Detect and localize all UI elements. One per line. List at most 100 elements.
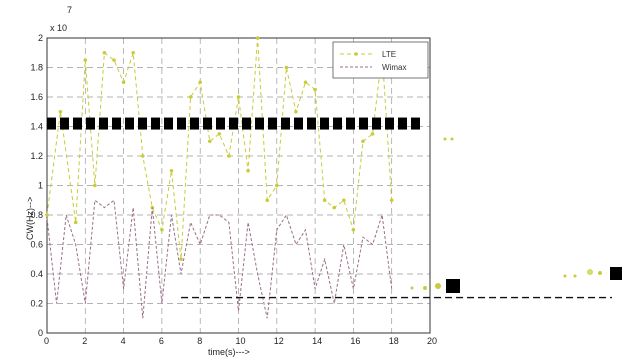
trailing-block <box>610 267 622 280</box>
overlay-bar-segment <box>216 117 225 130</box>
data-point-lte <box>370 132 375 136</box>
overlay-bar-segment <box>164 117 173 130</box>
overlay-layer <box>47 117 612 299</box>
overlay-bar-segment <box>138 117 147 130</box>
data-point-lte <box>198 80 202 85</box>
y-tick-label: 0 <box>38 328 43 338</box>
x-tick-label: 14 <box>312 336 322 346</box>
x-tick-label: 18 <box>389 336 399 346</box>
overlay-bar-segment <box>268 117 277 130</box>
data-point-lte <box>160 227 164 232</box>
y-tick-label: 1.2 <box>30 151 43 161</box>
legend-box <box>332 41 429 79</box>
overlay-bar-segment <box>359 117 368 130</box>
data-point-lte <box>207 139 212 144</box>
overlay-bar-segment <box>177 117 186 130</box>
data-point-lte <box>361 139 365 144</box>
x-tick-label: 10 <box>236 336 246 346</box>
data-point-lte <box>227 154 231 158</box>
y-tick-label: 0.4 <box>30 269 43 279</box>
exponent-label: x 10 <box>50 23 67 33</box>
y-axis-label: CW(Hz)--> <box>25 197 35 240</box>
series-layer <box>45 36 394 319</box>
axes <box>46 37 431 334</box>
data-point-lte <box>342 198 346 203</box>
data-point-lte <box>188 95 193 99</box>
legend-lte-marker <box>354 52 358 56</box>
x-tick-label: 8 <box>197 336 202 346</box>
trailing-markers <box>410 137 622 293</box>
data-point-lte <box>389 198 394 203</box>
overlay-bar-segment <box>307 117 316 130</box>
legend-lte-label: LTE <box>382 50 396 59</box>
y-tick-label: 1.8 <box>30 63 43 73</box>
data-point-lte <box>332 205 337 210</box>
overlay-bar-segment <box>411 117 420 130</box>
trailing-dot <box>443 137 447 141</box>
overlay-bar-segment <box>255 117 264 130</box>
overlay-bar-segment <box>190 117 199 130</box>
x-tick-label: 12 <box>274 336 284 346</box>
data-point-lte <box>112 58 116 62</box>
data-point-lte <box>93 183 97 188</box>
data-point-lte <box>58 109 63 114</box>
y-tick-label: 0.8 <box>30 210 43 220</box>
y-tick-label: 2 <box>38 33 43 43</box>
overlay-bar-segment <box>47 117 56 130</box>
trailing-dot <box>450 137 454 141</box>
data-point-lte <box>275 183 279 188</box>
legend: LTE Wimax <box>332 41 429 79</box>
overlay-bar-segment <box>242 117 251 130</box>
data-point-lte <box>83 58 88 62</box>
data-point-lte <box>246 168 250 173</box>
tick-labels: 0 2 4 6 8 10 12 14 16 18 20 0 0.2 0.4 0.6 0.8 1 1.2 1.4 1.6… <box>30 33 437 346</box>
y-tick-label: 1.4 <box>30 122 43 132</box>
data-point-lte <box>140 154 145 158</box>
overlay-bar-segment <box>60 117 69 130</box>
x-tick-label: 16 <box>350 336 360 346</box>
overlay-bar-segment <box>73 117 82 130</box>
y-tick-label: 0.2 <box>30 299 43 309</box>
overlay-bar-segment <box>281 117 290 130</box>
y-tick-label: 0.6 <box>30 240 43 250</box>
y-tick-label: 1.6 <box>30 92 43 102</box>
data-point-lte <box>236 95 241 99</box>
plot-frame <box>46 37 431 334</box>
trailing-dot <box>435 283 441 289</box>
x-tick-label: 0 <box>44 336 49 346</box>
overlay-bar-segment <box>99 117 108 130</box>
overlay-bar-segment <box>372 117 381 130</box>
data-point-lte <box>73 220 78 225</box>
trailing-dot <box>563 274 567 278</box>
series-line-wimax <box>46 199 393 319</box>
overlay-bar-segment <box>125 117 134 130</box>
exponent-power: 7 <box>67 5 72 15</box>
x-tick-label: 4 <box>121 336 126 346</box>
data-point-lte <box>121 80 126 85</box>
data-point-lte <box>131 50 135 55</box>
data-point-lte <box>217 132 222 136</box>
overlay-bar-segment <box>333 117 342 130</box>
data-point-lte <box>102 50 107 55</box>
trailing-dot <box>423 286 427 290</box>
overlay-bar-segment <box>346 117 355 130</box>
data-point-lte <box>284 65 289 70</box>
data-point-lte <box>265 198 270 203</box>
trailing-dot <box>598 271 602 275</box>
legend-wimax-label: Wimax <box>382 63 406 72</box>
x-tick-label: 20 <box>427 336 437 346</box>
trailing-block <box>446 279 460 293</box>
trailing-dot <box>573 274 577 278</box>
data-point-lte <box>294 109 298 114</box>
overlay-bar-segment <box>385 117 394 130</box>
overlay-bar-segment <box>229 117 238 130</box>
x-axis-label: time(s)---> <box>208 347 250 357</box>
data-point-lte <box>322 198 327 203</box>
data-point-lte <box>303 80 308 85</box>
data-point-lte <box>313 87 317 92</box>
overlay-bar-segment <box>151 117 160 130</box>
overlay-bar-segment <box>398 117 407 130</box>
overlay-bar-segment <box>294 117 303 130</box>
